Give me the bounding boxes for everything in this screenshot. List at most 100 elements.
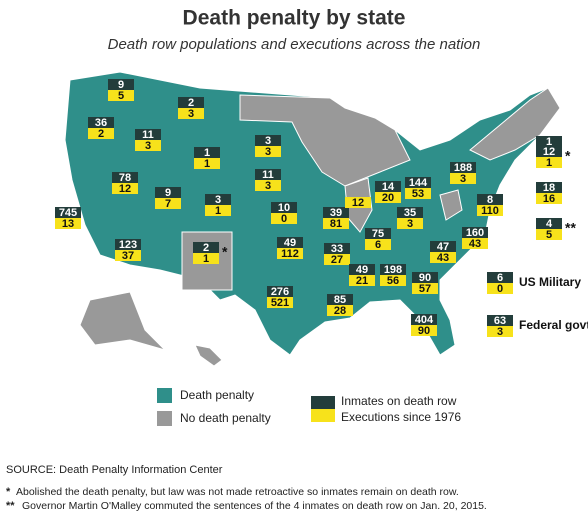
executions-box — [487, 326, 513, 337]
executions-count: 6 — [375, 239, 381, 251]
executions-box — [327, 305, 353, 316]
legend-label: Inmates on death row — [341, 394, 457, 408]
inmates-count: 1 — [546, 136, 552, 148]
note-marker: ** — [565, 220, 576, 236]
executions-count: 110 — [481, 205, 499, 217]
inmates-count: 160 — [466, 227, 484, 239]
executions-count: 12 — [352, 197, 364, 209]
executions-box — [411, 325, 437, 336]
executions-count: 521 — [271, 297, 289, 309]
no-penalty-west-virginia — [439, 189, 463, 221]
executions-count: 112 — [281, 248, 299, 260]
footnote-marker: ** — [6, 500, 15, 512]
executions-box — [345, 197, 371, 208]
inmates-count: 90 — [419, 272, 431, 284]
executions-count: 3 — [145, 140, 151, 152]
inmates-box — [178, 97, 204, 108]
inmates-count: 49 — [284, 237, 296, 249]
executions-count: 0 — [281, 213, 287, 225]
executions-count: 81 — [330, 218, 342, 230]
inmates-count: 198 — [384, 264, 402, 276]
inmates-count: 144 — [409, 177, 428, 189]
inmates-count: 123 — [119, 239, 137, 251]
executions-box — [412, 283, 438, 294]
inmates-box — [536, 146, 562, 157]
executions-box — [112, 183, 138, 194]
executions-box — [450, 173, 476, 184]
inmates-box — [255, 135, 281, 146]
executions-box — [271, 213, 297, 224]
inmates-box — [536, 136, 562, 147]
inmates-box — [88, 117, 114, 128]
executions-count: 13 — [62, 218, 74, 230]
executions-count: 56 — [387, 275, 399, 287]
inmates-count: 8 — [487, 194, 493, 206]
executions-box — [155, 198, 181, 209]
inmates-box — [155, 187, 181, 198]
executions-count: 3 — [407, 218, 413, 230]
executions-count: 27 — [331, 254, 343, 266]
jurisdiction-name: US Military — [519, 275, 581, 289]
inmates-count: 10 — [278, 202, 290, 214]
inmates-count: 33 — [331, 243, 343, 255]
inmates-box — [267, 286, 293, 297]
alaska — [79, 291, 167, 352]
inmates-box — [135, 129, 161, 140]
executions-count: 90 — [418, 325, 430, 337]
inmates-box — [375, 181, 401, 192]
inmates-count: 188 — [454, 162, 472, 174]
inmates-count: 49 — [356, 264, 368, 276]
inmates-count: 9 — [165, 187, 171, 199]
inmates-box — [430, 241, 456, 252]
inmates-box — [115, 239, 141, 250]
executions-box — [323, 218, 349, 229]
executions-box — [88, 128, 114, 139]
footnote-marker: * — [6, 486, 11, 498]
executions-count: 2 — [98, 128, 104, 140]
legend-swatch — [311, 396, 335, 409]
executions-count: 43 — [437, 252, 449, 264]
executions-count: 1 — [204, 158, 210, 170]
executions-count: 16 — [543, 193, 555, 205]
inmates-count: 11 — [142, 129, 154, 141]
executions-count: 3 — [497, 326, 503, 338]
title: Death penalty by state — [183, 7, 406, 30]
inmates-count: 12 — [543, 146, 555, 158]
legend-swatch — [157, 411, 172, 426]
source: SOURCE: Death Penalty Information Center — [6, 464, 223, 476]
legend-label: Death penalty — [180, 388, 254, 402]
inmates-box — [277, 237, 303, 248]
inmates-count: 14 — [382, 181, 395, 193]
executions-box — [430, 252, 456, 263]
note-marker: * — [222, 244, 228, 260]
executions-box — [115, 250, 141, 261]
inmates-box — [365, 228, 391, 239]
executions-box — [349, 275, 375, 286]
no-penalty-midwest — [239, 94, 411, 187]
executions-box — [536, 193, 562, 204]
inmates-count: 4 — [546, 218, 553, 230]
executions-count: 3 — [460, 173, 466, 185]
executions-count: 3 — [188, 108, 194, 120]
inmates-box — [412, 272, 438, 283]
no-penalty-northeast — [469, 87, 561, 161]
inmates-count: 3 — [265, 135, 271, 147]
executions-box — [205, 205, 231, 216]
inmates-box — [194, 147, 220, 158]
inmates-box — [487, 272, 513, 283]
inmates-count: 11 — [262, 169, 274, 181]
executions-box — [267, 297, 293, 308]
legend-swatch — [157, 388, 172, 403]
inmates-box — [55, 207, 81, 218]
executions-box — [477, 205, 503, 216]
footnote: Abolished the death penalty, but law was… — [16, 486, 459, 498]
executions-count: 37 — [122, 250, 134, 262]
inmates-count: 745 — [59, 207, 77, 219]
inmates-count: 3 — [215, 194, 221, 206]
inmates-count: 39 — [330, 207, 342, 219]
footnote: Governor Martin O'Malley commuted the se… — [22, 500, 487, 512]
inmates-box — [255, 169, 281, 180]
inmates-box — [112, 172, 138, 183]
executions-count: 3 — [265, 146, 271, 158]
